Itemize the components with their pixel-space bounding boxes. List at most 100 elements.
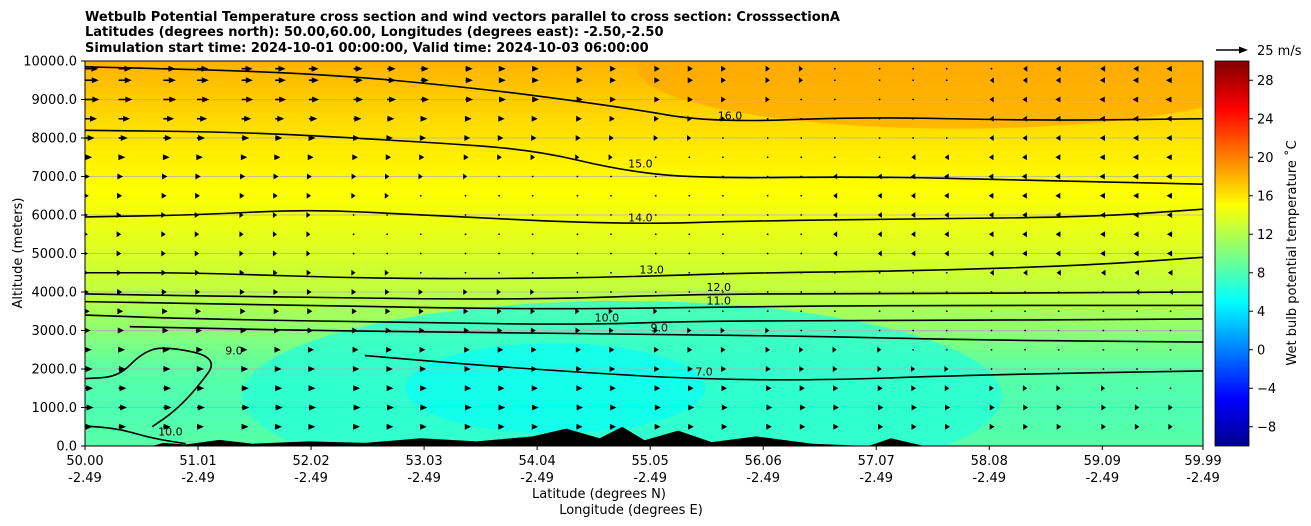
wind-vector-head	[464, 385, 472, 392]
wind-vector-head	[385, 327, 392, 334]
wind-vector-head	[310, 115, 318, 122]
wind-vector	[386, 252, 389, 255]
field-band	[85, 112, 1203, 120]
x-tick-label-lon: -2.49	[859, 471, 893, 486]
wind-vector	[833, 329, 836, 332]
wind-vector-head	[1167, 269, 1173, 276]
wind-vector	[990, 348, 993, 351]
wind-vector-head	[498, 366, 504, 372]
wind-vector	[878, 79, 881, 82]
wind-vector-head	[162, 154, 170, 161]
wind-vector-head	[118, 346, 126, 353]
wind-vector-head	[273, 173, 279, 180]
wind-vector	[498, 175, 500, 178]
wind-vector	[721, 175, 724, 178]
field-band	[85, 80, 1203, 88]
wind-vector	[990, 310, 993, 313]
field-band	[85, 86, 1203, 94]
wind-vector-head	[169, 96, 177, 103]
field-band	[85, 163, 1203, 171]
wind-vector-head	[911, 423, 917, 430]
wind-vector-head	[386, 385, 394, 392]
wind-vector	[610, 271, 612, 274]
wind-vector-head	[201, 77, 209, 84]
wind-vector-head	[464, 366, 471, 372]
wind-vector-head	[386, 346, 392, 353]
wind-vector	[386, 233, 389, 236]
wind-vector-head	[124, 77, 132, 84]
contour-label: 15.0	[628, 158, 653, 171]
wind-vector	[721, 291, 724, 293]
wind-vector-head	[576, 77, 583, 84]
wind-vector	[576, 175, 579, 178]
wind-vector	[833, 67, 836, 70]
wind-vector	[766, 252, 769, 255]
wind-vector-head	[241, 423, 249, 430]
wind-vector	[498, 214, 500, 216]
wind-vector-head	[721, 77, 726, 84]
wind-vector-head	[195, 327, 202, 334]
wind-vector-head	[576, 385, 583, 392]
wind-vector-head	[86, 404, 94, 411]
wind-vector	[912, 117, 915, 120]
wind-vector-head	[832, 346, 837, 353]
wind-vector-head	[272, 231, 277, 238]
wind-vector-head	[532, 404, 539, 411]
wind-vector-head	[498, 65, 506, 72]
wind-vector-head	[878, 423, 884, 430]
wind-vector	[912, 79, 915, 82]
wind-vector-head	[1165, 115, 1172, 122]
x-tick-label-lat: 57.07	[858, 454, 895, 469]
wind-vector-head	[1055, 231, 1061, 238]
wind-vector	[990, 67, 993, 70]
field-band	[85, 105, 1203, 113]
wind-vector	[531, 252, 534, 255]
wind-vector-head	[532, 77, 539, 84]
quiver-key-arrow-head	[1239, 46, 1248, 54]
wind-vector	[1057, 348, 1060, 351]
wind-vector-head	[609, 366, 616, 372]
wind-vector-head	[721, 65, 726, 72]
wind-vector-head	[910, 173, 916, 180]
field-band	[85, 144, 1203, 152]
wind-vector-head	[386, 404, 394, 411]
wind-vector	[531, 194, 534, 197]
colorbar-tick-label: 20	[1257, 151, 1274, 166]
wind-vector	[721, 156, 724, 159]
wind-vector-head	[307, 308, 313, 315]
wind-vector-head	[833, 173, 838, 180]
wind-vector-head	[531, 346, 537, 353]
wind-vector-head	[117, 192, 123, 199]
wind-vector-head	[384, 269, 389, 276]
wind-vector-head	[1055, 77, 1061, 84]
wind-vector	[878, 310, 881, 313]
wind-vector-head	[163, 366, 171, 372]
wind-vector-head	[1168, 404, 1173, 411]
field-band	[85, 99, 1203, 107]
wind-vector-head	[117, 289, 123, 295]
wind-vector-head	[1022, 154, 1027, 161]
x-tick-label-lat: 51.01	[179, 454, 216, 469]
wind-vector-head	[1022, 96, 1028, 103]
wind-vector-head	[1023, 269, 1028, 276]
field-band	[85, 227, 1203, 235]
wind-vector	[1102, 291, 1105, 293]
wind-vector-head	[353, 404, 361, 411]
wind-vector-head	[653, 308, 658, 315]
field-band	[85, 150, 1203, 158]
wind-vector-head	[194, 231, 200, 238]
wind-vector	[766, 175, 769, 178]
wind-vector	[878, 137, 881, 139]
x-tick-label-lat: 56.06	[745, 454, 782, 469]
wind-vector-head	[120, 135, 128, 141]
wind-vector-head	[1133, 65, 1139, 72]
wind-vector-head	[530, 308, 535, 315]
wind-vector-head	[532, 65, 539, 72]
wind-vector-head	[498, 77, 506, 84]
wind-vector	[576, 194, 579, 197]
wind-vector-head	[988, 250, 994, 257]
wind-vector	[912, 137, 915, 139]
x-tick-label-lat: 59.09	[1084, 454, 1121, 469]
wind-vector	[912, 291, 915, 293]
contour-label: 11.0	[707, 294, 732, 307]
